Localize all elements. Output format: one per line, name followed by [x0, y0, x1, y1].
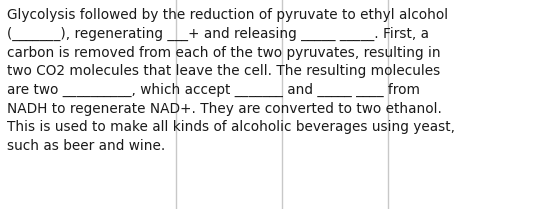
Text: Glycolysis followed by the reduction of pyruvate to ethyl alcohol
(_______), reg: Glycolysis followed by the reduction of … [7, 8, 455, 153]
